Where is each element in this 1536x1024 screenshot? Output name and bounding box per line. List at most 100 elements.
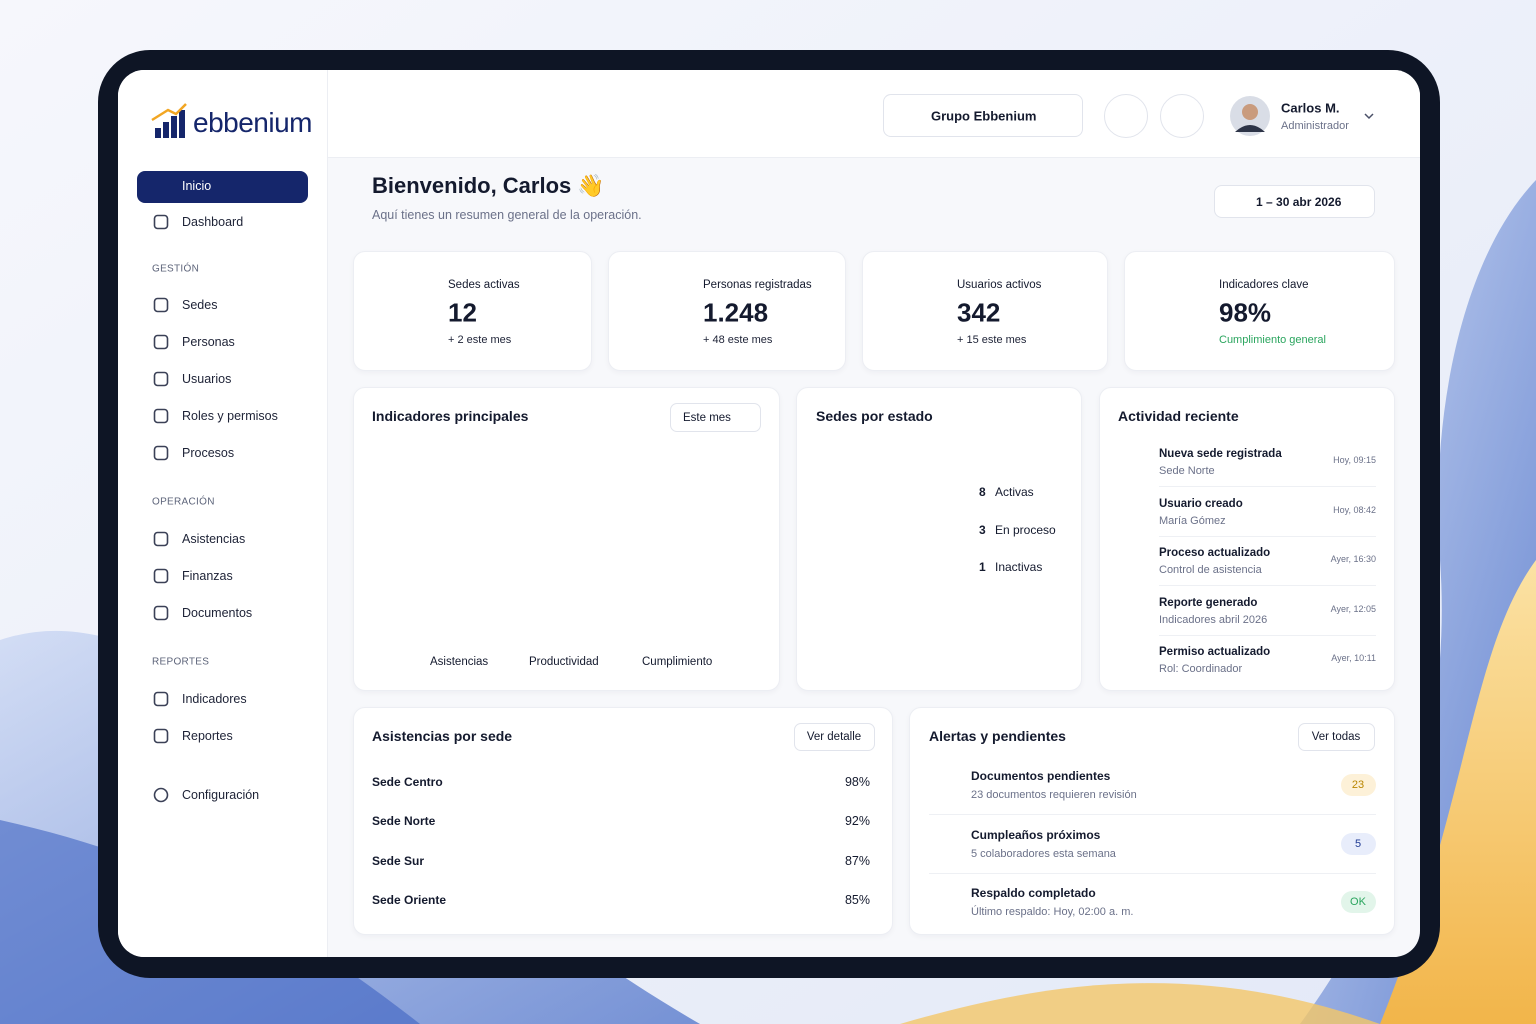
nav-item[interactable]: Finanzas xyxy=(182,569,233,583)
alert-detail: 5 colaboradores esta semana xyxy=(971,847,1116,860)
button-label[interactable]: Ver detalle xyxy=(806,731,862,743)
activity-time: Hoy, 09:15 xyxy=(1333,455,1376,465)
kpi-note: + 2 este mes xyxy=(448,334,512,346)
user-role: Administrador xyxy=(1281,120,1349,132)
date-selector[interactable] xyxy=(1214,185,1375,218)
activity-title: Nueva sede registrada xyxy=(1159,448,1282,460)
kpi-label: Usuarios activos xyxy=(957,279,1042,291)
logo-text: ebbenium xyxy=(193,107,312,138)
button-label[interactable]: Ver todas xyxy=(1311,731,1361,743)
kpi-value: 1.248 xyxy=(703,297,769,328)
activity-detail: Control de asistencia xyxy=(1159,564,1262,576)
alert-detail: 23 documentos requieren revisión xyxy=(971,789,1137,801)
legend-value: 3 xyxy=(979,522,986,537)
top-bar xyxy=(328,70,1420,158)
filter-dropdown[interactable] xyxy=(670,403,761,432)
alert-title: Respaldo completado xyxy=(971,886,1096,900)
legend-label: Activas xyxy=(995,485,1034,499)
nav-item[interactable]: Usuarios xyxy=(182,372,232,386)
activity-title: Proceso actualizado xyxy=(1159,547,1271,559)
kpi-label: Indicadores clave xyxy=(1219,279,1309,291)
value-label: 98% xyxy=(844,775,870,789)
activity-time: Ayer, 16:30 xyxy=(1330,554,1376,564)
kpi-note: + 48 este mes xyxy=(703,334,773,346)
badge-bg xyxy=(1341,891,1376,913)
activity-detail: María Gómez xyxy=(1159,514,1226,527)
activity-detail: Indicadores abril 2026 xyxy=(1159,613,1268,626)
nav-item[interactable]: Asistencias xyxy=(182,532,246,546)
alert-badge: 5 xyxy=(1354,837,1362,850)
activity-panel xyxy=(1099,387,1395,691)
nav-item[interactable]: Roles y permisos xyxy=(182,409,278,423)
activity-detail: Sede Norte xyxy=(1159,465,1215,477)
legend-label: Inactivas xyxy=(995,560,1043,574)
activity-time: Hoy, 08:42 xyxy=(1333,504,1376,515)
kpi-label: Personas registradas xyxy=(703,279,812,291)
value-label: 85% xyxy=(844,892,870,907)
chart-panel xyxy=(353,387,780,691)
kpi-card xyxy=(1124,251,1395,371)
separator xyxy=(1159,634,1376,636)
bar-label: Sede Norte xyxy=(372,814,436,829)
detail-button[interactable] xyxy=(794,723,875,751)
chart-title: Indicadores principales xyxy=(372,408,529,424)
separator xyxy=(1159,535,1376,537)
chart-title: Sedes por estado xyxy=(816,408,933,424)
value-label: 87% xyxy=(844,853,870,868)
nav-item[interactable]: Indicadores xyxy=(182,692,247,706)
nav-item[interactable]: Inicio xyxy=(182,179,212,193)
bar-label: Sede Oriente xyxy=(372,892,447,907)
welcome-title: Bienvenido, Carlos 👋 xyxy=(372,173,605,198)
separator xyxy=(929,814,1376,815)
alert-badge: OK xyxy=(1350,896,1366,908)
nav-item[interactable]: Configuración xyxy=(182,788,260,802)
date-range: 1 – 30 abr 2026 xyxy=(1256,195,1342,209)
activity-title: Permiso actualizado xyxy=(1159,646,1271,658)
user-name[interactable]: Carlos M. xyxy=(1281,100,1340,116)
legend-value: 8 xyxy=(979,485,986,499)
kpi-value: 98% xyxy=(1219,297,1272,328)
welcome-subtitle: Aquí tienes un resumen general de la ope… xyxy=(372,208,642,222)
chart-title: Asistencias por sede xyxy=(372,728,513,744)
alert-title: Cumpleaños próximos xyxy=(971,827,1101,842)
legend-label: En proceso xyxy=(995,522,1056,537)
activity-detail: Rol: Coordinador xyxy=(1159,663,1243,675)
badge-bg xyxy=(1341,832,1376,855)
alert-title: Documentos pendientes xyxy=(971,769,1111,783)
nav-section-title: REPORTES xyxy=(152,656,210,668)
kpi-note: + 15 este mes xyxy=(957,334,1027,346)
org-name: Grupo Ebbenium xyxy=(931,108,1037,124)
kpi-value: 12 xyxy=(448,297,477,328)
nav-item[interactable]: Procesos xyxy=(182,446,235,460)
nav-item[interactable]: Sedes xyxy=(182,298,218,312)
nav-item[interactable]: Personas xyxy=(182,335,235,349)
filter-label: Este mes xyxy=(683,412,731,424)
kpi-card xyxy=(608,251,846,371)
kpi-note: Cumplimiento general xyxy=(1219,334,1326,346)
alert-badge: 23 xyxy=(1351,779,1365,791)
org-selector[interactable] xyxy=(883,94,1083,137)
notifications-button[interactable] xyxy=(1104,94,1148,138)
kpi-label: Sedes activas xyxy=(448,279,520,291)
legend-value: 1 xyxy=(979,560,986,574)
activity-title: Usuario creado xyxy=(1159,497,1243,510)
bar-label: Sede Centro xyxy=(372,775,443,789)
messages-button[interactable] xyxy=(1160,94,1204,138)
chart-panel xyxy=(796,387,1082,691)
activity-title: Reporte generado xyxy=(1159,596,1258,609)
kpi-card xyxy=(353,251,592,371)
activity-time: Ayer, 12:05 xyxy=(1330,603,1376,614)
panel-title: Alertas y pendientes xyxy=(929,728,1066,744)
badge-bg xyxy=(1341,774,1376,796)
bar-label: Sede Sur xyxy=(372,853,425,868)
view-all-button[interactable] xyxy=(1298,723,1375,751)
alert-detail: Último respaldo: Hoy, 02:00 a. m. xyxy=(971,906,1134,918)
chart-panel xyxy=(353,707,893,935)
nav-item[interactable]: Documentos xyxy=(182,606,253,620)
nav-item[interactable]: Reportes xyxy=(182,729,233,743)
separator xyxy=(1159,585,1376,586)
legend-label: Productividad xyxy=(529,656,599,668)
nav-item[interactable]: Dashboard xyxy=(182,215,244,229)
kpi-value: 342 xyxy=(957,297,1001,328)
